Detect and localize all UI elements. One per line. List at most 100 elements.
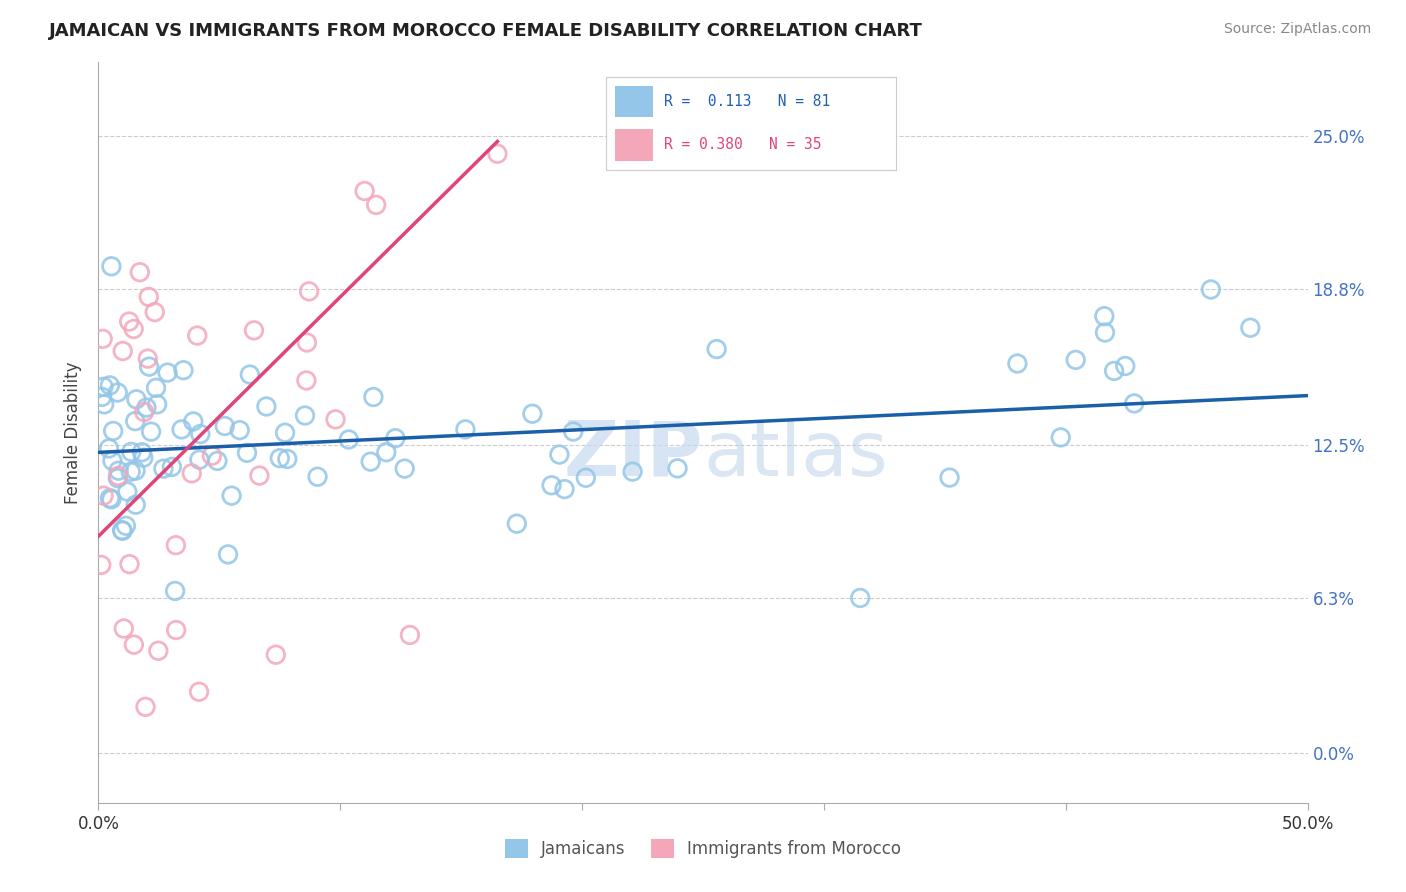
Point (1007, 357, 1029, 371)
Point (1064, 352, 1087, 367)
Point (399, 628, 422, 642)
Point (93, 380, 115, 394)
Point (353, 184, 375, 198)
Point (165, 538, 187, 552)
Point (101, 454, 124, 468)
Point (138, 290, 160, 304)
Point (181, 414, 204, 428)
Point (91, 390, 114, 404)
Point (98, 378, 121, 392)
Point (139, 425, 162, 439)
Point (1102, 364, 1125, 378)
Point (134, 405, 156, 419)
Point (97, 442, 120, 456)
Point (1114, 359, 1136, 373)
Point (135, 401, 157, 415)
Point (214, 419, 236, 434)
Point (118, 315, 141, 329)
Point (295, 335, 318, 350)
Point (107, 385, 129, 400)
Point (228, 423, 250, 437)
Point (1092, 309, 1115, 323)
Point (128, 265, 150, 279)
Point (93, 397, 115, 411)
Text: JAMAICAN VS IMMIGRANTS FROM MOROCCO FEMALE DISABILITY CORRELATION CHART: JAMAICAN VS IMMIGRANTS FROM MOROCCO FEMA… (49, 22, 924, 40)
Point (274, 425, 297, 440)
Point (548, 448, 571, 462)
Point (165, 623, 187, 637)
Point (1094, 326, 1116, 340)
Point (160, 459, 183, 474)
Point (207, 454, 229, 468)
Point (375, 445, 398, 459)
Point (506, 516, 529, 531)
Point (120, 465, 142, 479)
Point (100, 492, 122, 507)
Point (264, 648, 287, 662)
Point (107, 464, 129, 478)
Point (394, 461, 416, 475)
Point (107, 471, 129, 485)
Point (295, 374, 318, 388)
Point (621, 465, 644, 479)
Point (1239, 320, 1261, 334)
Y-axis label: Female Disability: Female Disability (65, 361, 83, 504)
Point (118, 557, 141, 571)
Point (562, 425, 585, 439)
Point (938, 470, 960, 484)
Point (107, 469, 129, 483)
Point (298, 285, 321, 299)
Point (148, 644, 170, 658)
Point (180, 467, 202, 481)
Point (294, 409, 316, 423)
Point (120, 445, 142, 459)
Point (136, 351, 159, 366)
Point (152, 461, 174, 475)
Point (363, 390, 385, 404)
Point (125, 392, 148, 407)
Point (170, 422, 193, 436)
Text: Source: ZipAtlas.com: Source: ZipAtlas.com (1223, 22, 1371, 37)
Point (131, 445, 153, 459)
Point (217, 548, 239, 562)
Point (111, 524, 134, 538)
Point (201, 449, 224, 463)
Point (122, 638, 145, 652)
Point (221, 489, 243, 503)
Point (1123, 396, 1146, 410)
Point (239, 368, 262, 382)
Point (384, 431, 406, 445)
Point (111, 344, 134, 359)
Point (90, 558, 112, 572)
Point (249, 468, 271, 483)
Point (186, 328, 208, 343)
Point (346, 0, 368, 4)
Point (1049, 430, 1071, 444)
Point (849, 591, 872, 605)
Point (540, 478, 562, 492)
Point (100, 260, 122, 274)
Point (236, 446, 259, 460)
Point (93, 489, 115, 503)
Point (145, 381, 167, 395)
Point (111, 523, 134, 537)
Point (554, 482, 576, 496)
Point (486, 146, 509, 161)
Point (101, 424, 124, 438)
Legend: Jamaicans, Immigrants from Morocco: Jamaicans, Immigrants from Morocco (498, 832, 908, 865)
Point (337, 433, 360, 447)
Point (454, 422, 477, 436)
Point (124, 414, 146, 428)
Point (325, 412, 347, 426)
Point (91, 332, 114, 346)
Point (360, 455, 382, 469)
Point (307, 469, 329, 483)
Point (269, 451, 291, 466)
Point (138, 359, 160, 374)
Text: ZIP: ZIP (564, 417, 703, 491)
Point (666, 461, 689, 475)
Point (1199, 283, 1222, 297)
Point (254, 400, 277, 414)
Point (172, 363, 194, 377)
Point (188, 685, 211, 699)
